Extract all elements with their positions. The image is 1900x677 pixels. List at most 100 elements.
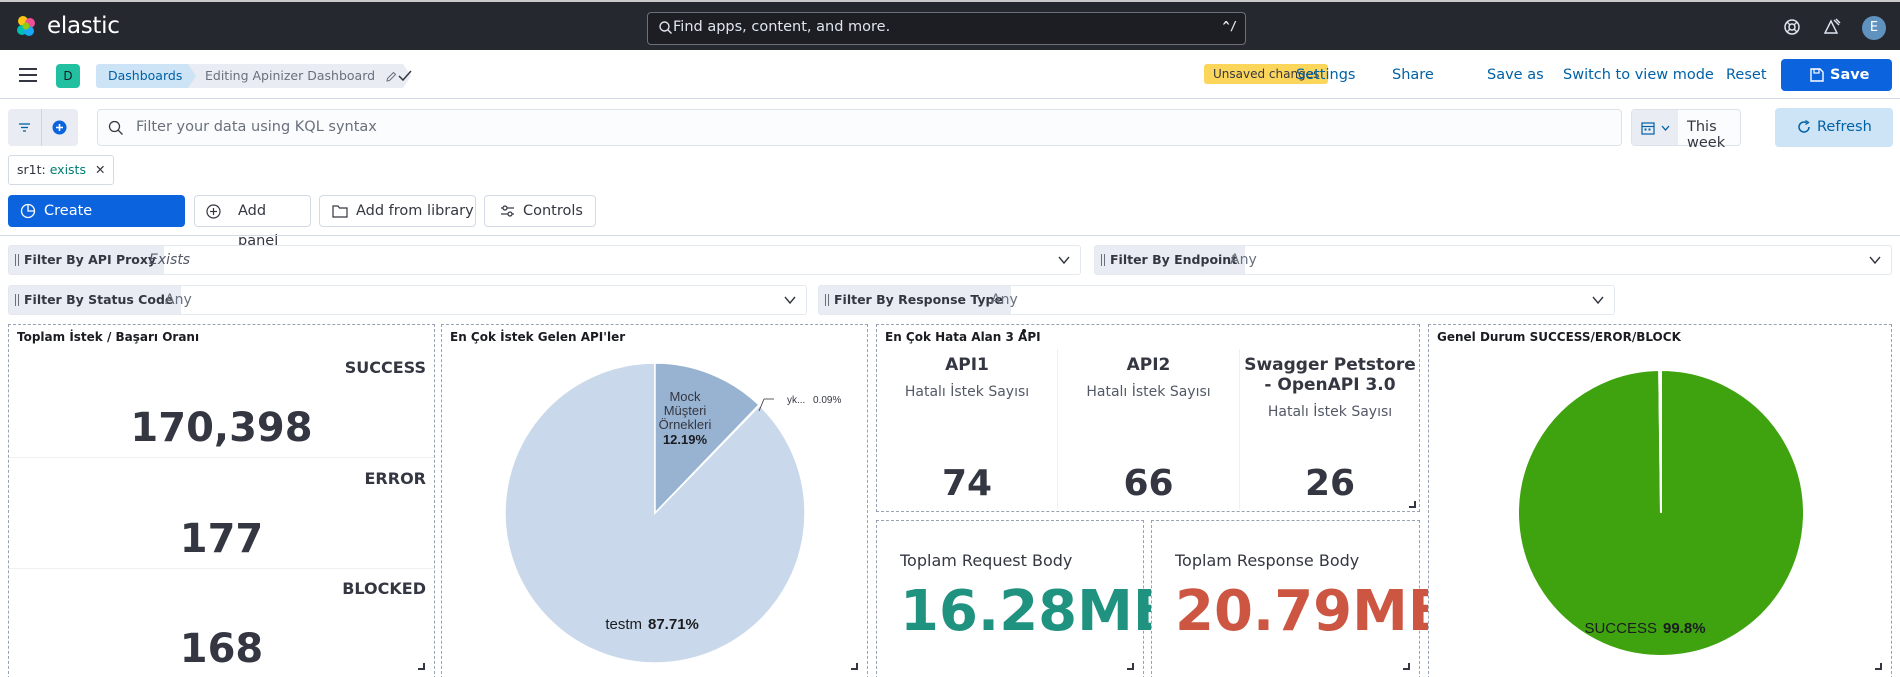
breadcrumb-current[interactable]: Editing Apinizer Dashboard bbox=[188, 64, 411, 88]
slice-label-name: testm bbox=[605, 616, 642, 633]
add-panel-label: Add panel bbox=[238, 203, 279, 249]
control-filter-api-proxy[interactable]: Filter By API Proxy Exists bbox=[8, 245, 1081, 275]
top-header: elastic Find apps, content, and more. ^/… bbox=[0, 0, 1900, 50]
resize-handle[interactable] bbox=[418, 663, 425, 670]
drag-handle-icon[interactable] bbox=[825, 294, 829, 306]
metric-label-success: SUCCESS bbox=[344, 358, 426, 377]
reset-button[interactable]: Reset bbox=[1726, 67, 1767, 83]
brand-name: elastic bbox=[47, 13, 120, 39]
slice-label-name: SUCCESS bbox=[1584, 620, 1657, 637]
chevron-down-icon[interactable] bbox=[1869, 255, 1881, 265]
panel-request-body[interactable]: Toplam Request Body 16.28MB bbox=[876, 520, 1176, 677]
api-name: Swagger Petstore - OpenAPI 3.0 bbox=[1244, 355, 1416, 395]
filter-pill-field: sr1t: bbox=[17, 162, 46, 177]
pie-slice-yk[interactable] bbox=[654, 403, 761, 514]
api-error-count: 66 bbox=[1123, 463, 1174, 504]
date-picker[interactable]: This week bbox=[1631, 109, 1741, 151]
settings-button[interactable]: Settings bbox=[1296, 67, 1356, 83]
resize-handle[interactable] bbox=[1403, 663, 1410, 670]
slice-label-name-line: Örnekleri bbox=[659, 417, 712, 432]
slice-label-pct: 99.8% bbox=[1663, 620, 1706, 637]
control-label: Filter By Endpoint bbox=[1095, 246, 1246, 274]
drag-handle-icon[interactable] bbox=[1101, 254, 1105, 266]
pie-slice-mock-musteri[interactable] bbox=[654, 362, 761, 515]
resize-handle[interactable] bbox=[1127, 663, 1134, 670]
breadcrumb-label: Editing Apinizer Dashboard bbox=[205, 68, 376, 83]
calendar-icon bbox=[1641, 122, 1655, 135]
elastic-logo-icon[interactable] bbox=[15, 15, 37, 37]
control-filter-response-type[interactable]: Filter By Response Type Any bbox=[818, 285, 1615, 315]
drag-handle-icon[interactable] bbox=[15, 254, 19, 266]
add-from-library-label: Add from library bbox=[356, 203, 474, 219]
divider bbox=[9, 568, 434, 569]
metric-title: Toplam Response Body bbox=[1175, 551, 1360, 570]
panel-totals[interactable]: Toplam İstek / Başarı Oranı SUCCESS 170,… bbox=[8, 324, 435, 677]
check-icon[interactable] bbox=[398, 70, 412, 82]
refresh-button[interactable]: Refresh bbox=[1775, 108, 1893, 147]
slice-label-name: yk... bbox=[787, 395, 805, 406]
controls-button[interactable]: Controls bbox=[484, 195, 596, 227]
slice-label-name-line: Mock bbox=[669, 389, 701, 404]
save-as-button[interactable]: Save as bbox=[1487, 67, 1544, 83]
plus-circle-icon bbox=[52, 120, 67, 135]
control-label-text: Filter By Endpoint bbox=[1110, 252, 1238, 267]
panel-response-body[interactable]: Toplam Response Body 20.79MB bbox=[1151, 520, 1451, 677]
add-filter-button[interactable] bbox=[41, 109, 78, 146]
quick-menu-button[interactable] bbox=[1632, 110, 1678, 145]
response-body-value: 20.79MB bbox=[1175, 579, 1451, 644]
visualize-icon bbox=[20, 203, 36, 219]
panel-top-apis[interactable]: En Çok İstek Gelen API'ler Mock Müşteri … bbox=[441, 324, 868, 677]
pie-label-leader-line bbox=[758, 398, 765, 412]
metric-title: Toplam Request Body bbox=[900, 551, 1073, 570]
search-icon bbox=[108, 120, 123, 135]
share-button[interactable]: Share bbox=[1392, 67, 1434, 83]
control-label: Filter By Response Type bbox=[819, 286, 1011, 314]
control-label-text: Filter By API Proxy bbox=[24, 252, 157, 267]
save-button[interactable]: Save bbox=[1781, 59, 1892, 91]
resize-handle[interactable] bbox=[851, 663, 858, 670]
api-error-count: 26 bbox=[1304, 463, 1356, 504]
divider bbox=[9, 457, 434, 458]
newsfeed-icon[interactable] bbox=[1822, 17, 1842, 37]
controls-label: Controls bbox=[523, 203, 583, 219]
space-avatar[interactable]: D bbox=[56, 64, 80, 88]
metric-label-error: ERROR bbox=[364, 469, 427, 488]
panel-title: En Çok Hata Alan 3 API bbox=[885, 330, 1041, 344]
control-filter-endpoint[interactable]: Filter By Endpoint Any bbox=[1094, 245, 1892, 275]
resize-handle[interactable] bbox=[1875, 663, 1882, 670]
filter-pill[interactable]: sr1t: exists ✕ bbox=[8, 155, 115, 185]
control-label: Filter By Status Code bbox=[9, 286, 182, 314]
pie-slice-other[interactable] bbox=[1658, 368, 1662, 514]
breadcrumb-dashboards[interactable]: Dashboards bbox=[96, 64, 196, 88]
panel-overall-status[interactable]: Genel Durum SUCCESS/EROR/BLOCK SUCCESS 9… bbox=[1428, 324, 1892, 677]
global-search-input[interactable]: Find apps, content, and more. ^/ bbox=[647, 12, 1246, 45]
drag-handle-icon[interactable] bbox=[15, 294, 19, 306]
close-icon[interactable]: ✕ bbox=[94, 162, 106, 177]
help-icon[interactable] bbox=[1782, 17, 1802, 37]
overall-status-pie-chart: SUCCESS 99.8% bbox=[1517, 368, 1805, 657]
control-value: Exists bbox=[149, 252, 191, 268]
control-label-text: Filter By Status Code bbox=[24, 292, 174, 307]
switch-view-mode-button[interactable]: Switch to view mode bbox=[1563, 67, 1714, 83]
chevron-down-icon[interactable] bbox=[784, 295, 796, 305]
chevron-down-icon[interactable] bbox=[1592, 295, 1604, 305]
metric-label-blocked: BLOCKED bbox=[342, 579, 426, 598]
status-dot bbox=[1022, 329, 1026, 333]
filter-icon bbox=[19, 123, 30, 132]
date-range-label[interactable]: This week bbox=[1687, 119, 1726, 151]
breadcrumb-bar: D Dashboards Editing Apinizer Dashboard … bbox=[0, 50, 1900, 99]
error-api-card: Swagger Petstore - OpenAPI 3.0 Hatalı İs… bbox=[1240, 347, 1420, 512]
folder-icon bbox=[332, 205, 348, 218]
control-value: Any bbox=[991, 292, 1018, 308]
menu-icon[interactable] bbox=[19, 67, 37, 83]
add-from-library-button[interactable]: Add from library bbox=[319, 195, 476, 227]
kql-search-input[interactable]: Filter your data using KQL syntax bbox=[97, 109, 1622, 146]
resize-handle[interactable] bbox=[1409, 501, 1416, 508]
panel-top-errors[interactable]: En Çok Hata Alan 3 API API1 Hatalı İstek… bbox=[876, 324, 1420, 512]
filter-options-button[interactable] bbox=[8, 109, 41, 146]
user-avatar[interactable]: E bbox=[1862, 16, 1886, 40]
chevron-down-icon[interactable] bbox=[1058, 255, 1070, 265]
control-filter-status-code[interactable]: Filter By Status Code Any bbox=[8, 285, 807, 315]
api-name: API1 bbox=[945, 355, 989, 375]
top-apis-pie-chart: Mock Müşteri Örnekleri 12.19% yk... 0.09… bbox=[504, 362, 841, 664]
